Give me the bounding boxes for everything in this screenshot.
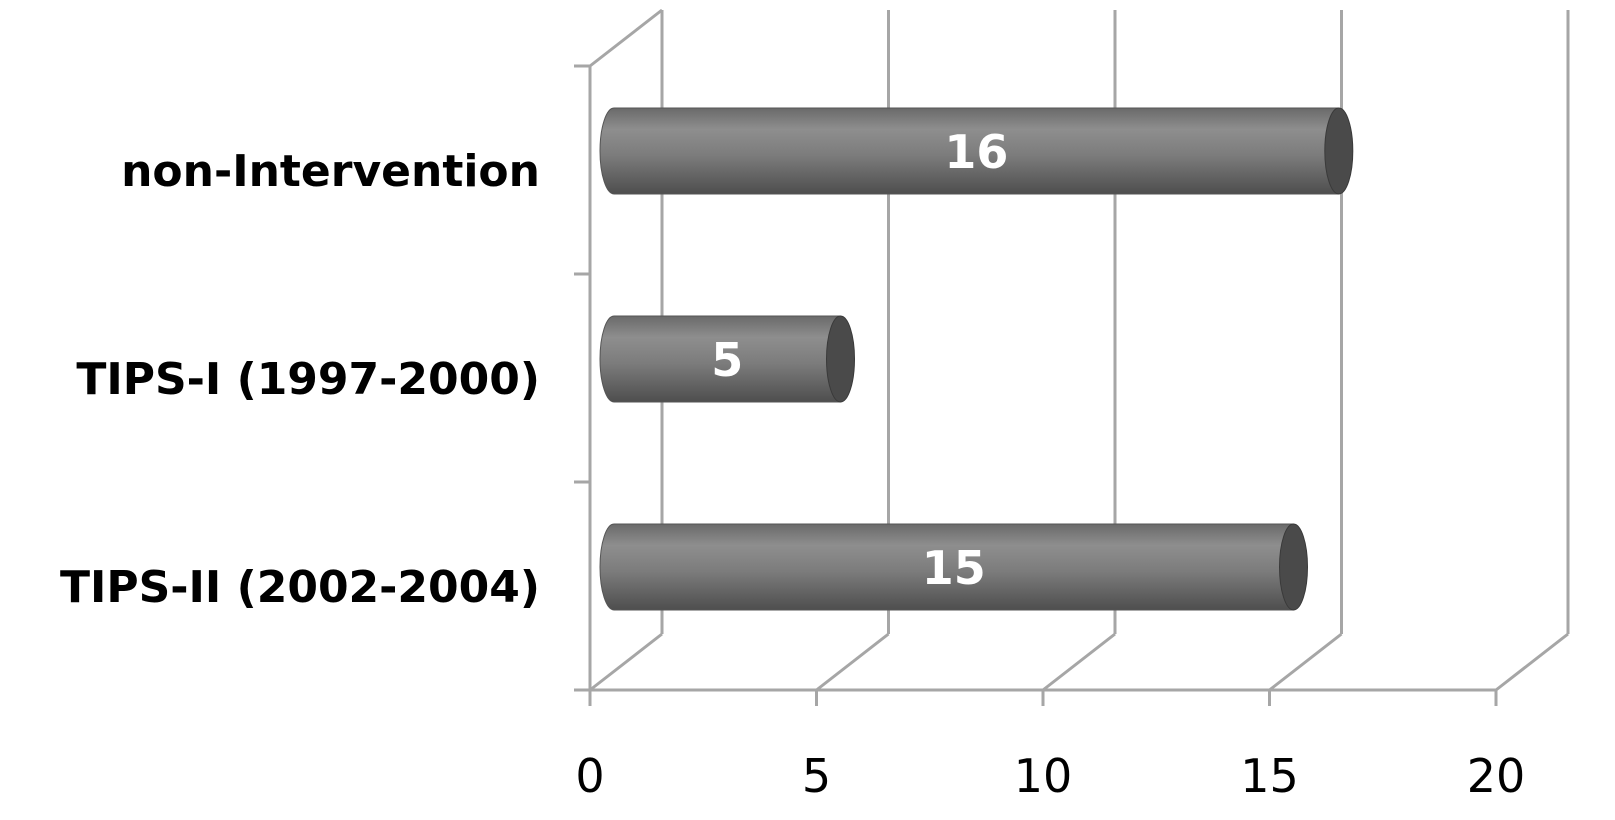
category-label-1: TIPS-I (1997-2000) (76, 354, 540, 405)
x-tick-label-0: 0 (575, 749, 604, 803)
x-tick-label-4: 20 (1467, 749, 1526, 803)
axes: 0 5 10 15 20 (574, 64, 1526, 803)
labels: 16 non-Intervention 5 TIPS-I (1997-2000) 15 T… (60, 125, 1008, 613)
category-label-2: TIPS-II (2002-2004) (60, 562, 540, 613)
gridline-floor-3 (1268, 632, 1343, 692)
gridline-floor-0 (589, 632, 663, 692)
bar-cap-0 (1324, 107, 1354, 195)
x-tick-label-1: 5 (802, 749, 831, 803)
bars (599, 107, 1354, 611)
data-label-0: 16 (944, 125, 1008, 179)
bar-body-2 (599, 523, 1294, 611)
data-label-1: 5 (711, 333, 743, 387)
gridline-floor-2 (1042, 632, 1116, 692)
bar-cap-2 (1279, 523, 1308, 611)
depth-edge-top (589, 8, 663, 68)
gridline-floor-4 (1495, 632, 1569, 692)
bar-2 (599, 523, 1308, 611)
bar-cap-1 (826, 315, 855, 403)
data-label-2: 15 (922, 541, 986, 595)
bar-0 (599, 107, 1354, 195)
bar-1 (599, 315, 855, 403)
bar-body-0 (599, 107, 1340, 195)
x-tick-label-2: 10 (1014, 749, 1073, 803)
bar-body-1 (599, 315, 841, 403)
category-label-0: non-Intervention (121, 146, 540, 197)
x-tick-label-3: 15 (1240, 749, 1299, 803)
gridline-floor-1 (815, 632, 890, 692)
